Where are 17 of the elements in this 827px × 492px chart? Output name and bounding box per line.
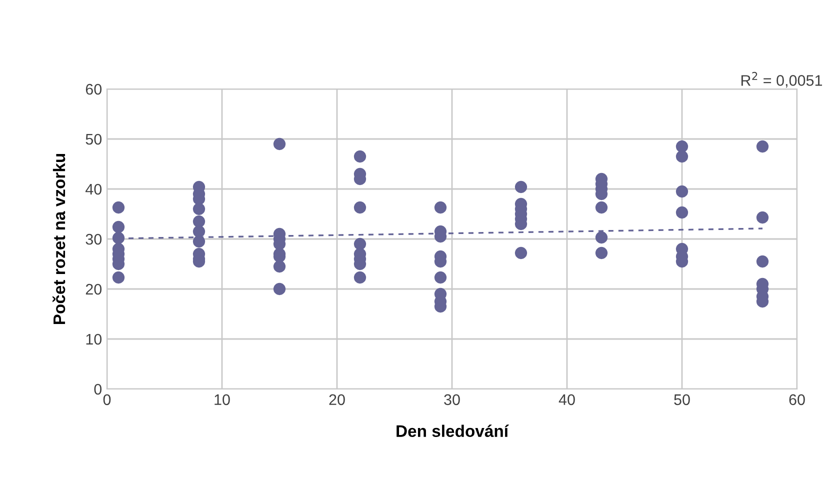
x-tick-label: 10	[214, 394, 230, 406]
y-tick-label: 20	[86, 284, 102, 295]
y-tick-label: 40	[86, 184, 102, 195]
y-tick-label: 10	[86, 334, 102, 345]
y-axis-title: Počet rozet na vzorku	[52, 154, 66, 324]
x-tick-label: 20	[329, 394, 345, 406]
x-axis-title: Den sledování	[396, 424, 509, 438]
text: R$^{2}$ = 0,0051	[741, 72, 822, 88]
x-tick-label: 50	[674, 394, 690, 406]
x-tick-label: 0	[103, 394, 111, 406]
x-tick-label: 60	[789, 394, 805, 406]
y-tick-label: 50	[86, 134, 102, 145]
y-tick-label: 30	[86, 234, 102, 245]
y-tick-label: 0	[94, 384, 102, 395]
x-tick-label: 30	[444, 394, 460, 406]
y-tick-label: 60	[86, 84, 102, 95]
x-tick-label: 40	[558, 394, 575, 406]
